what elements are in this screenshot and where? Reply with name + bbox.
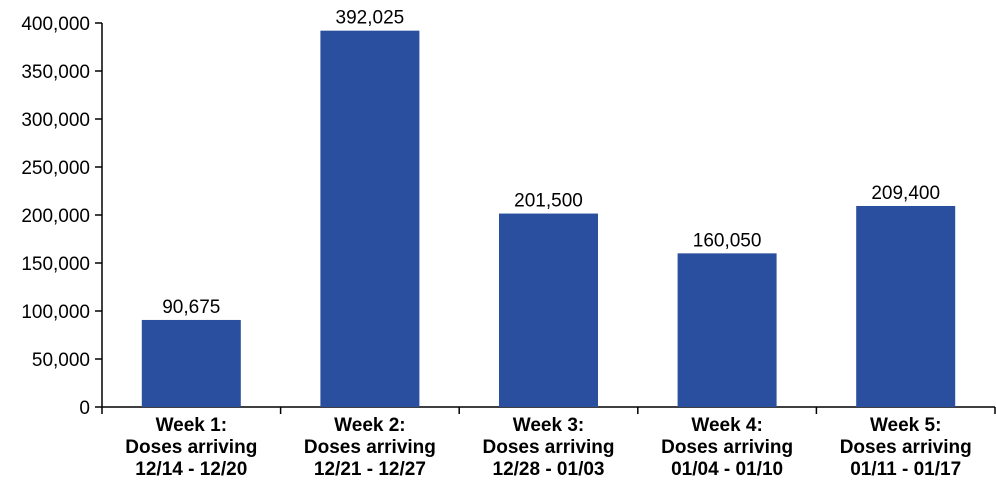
category-labels: Week 1: Doses arriving 12/14 - 12/20 Week 2…	[125, 415, 971, 480]
value-labels: 90,675 392,025 201,500 160,050 209,400	[162, 8, 940, 318]
x-axis	[101, 406, 996, 414]
data-label: 90,675	[162, 297, 220, 318]
y-tick-label: 0	[79, 398, 90, 419]
x-tick-label: Week 3: Doses arriving 12/28 - 01/03	[483, 415, 615, 480]
x-tick-label: Week 5: Doses arriving 01/11 - 01/17	[840, 415, 972, 480]
y-tick-label: 100,000	[21, 302, 90, 323]
y-tick-label: 350,000	[21, 62, 90, 83]
y-tick-label: 300,000	[21, 110, 90, 131]
y-axis: 0 50,000 100,000 150,000 200,000 250,000 300,0…	[21, 14, 103, 419]
y-tick-label: 150,000	[21, 254, 90, 275]
bar	[499, 213, 598, 407]
bar	[677, 253, 777, 407]
x-tick-label: Week 2: Doses arriving 12/21 - 12/27	[304, 415, 436, 480]
bar	[141, 319, 241, 407]
bar	[320, 30, 420, 407]
data-label: 201,500	[514, 191, 583, 212]
y-tick-label: 400,000	[21, 14, 90, 35]
data-label: 209,400	[871, 183, 940, 204]
y-tick-label: 250,000	[21, 158, 90, 179]
y-tick-label: 50,000	[32, 350, 90, 371]
y-tick-label: 200,000	[21, 206, 90, 227]
bars	[141, 30, 956, 407]
x-tick-label: Week 4: Doses arriving 01/04 - 01/10	[661, 415, 793, 480]
x-tick-label: Week 1: Doses arriving 12/14 - 12/20	[125, 415, 257, 480]
bar	[856, 205, 956, 407]
data-label: 160,050	[693, 230, 762, 251]
data-label: 392,025	[336, 8, 405, 29]
